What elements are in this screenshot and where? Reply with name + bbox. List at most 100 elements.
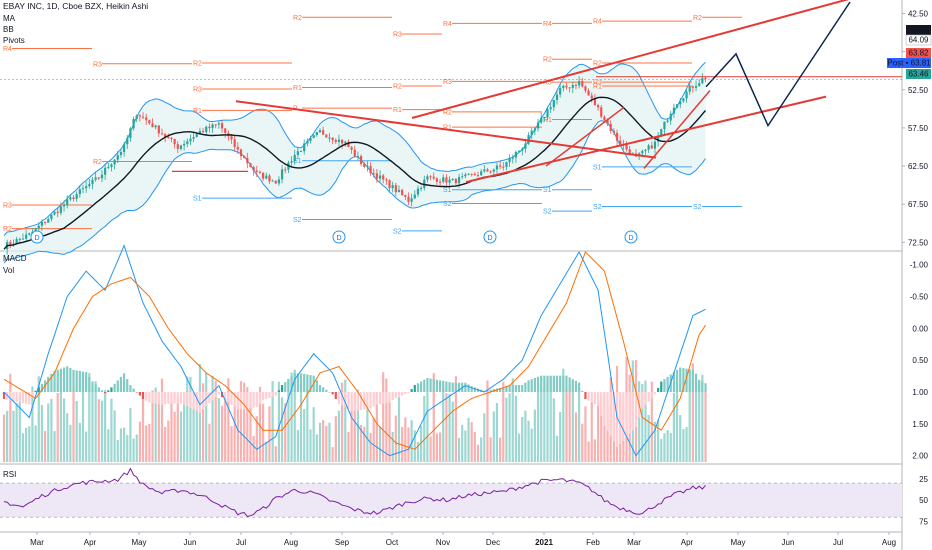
macd-tick-label: 1.00 <box>912 388 928 397</box>
ma-legend[interactable]: MA <box>3 14 15 23</box>
macd-histogram-bar <box>552 375 555 392</box>
macd-histogram-bar <box>151 392 154 404</box>
macd-histogram-bar <box>622 392 625 441</box>
candle-body <box>50 214 53 220</box>
rsi-legend[interactable]: RSI <box>3 470 17 479</box>
volume-bar <box>552 398 555 462</box>
volume-bar <box>230 426 233 462</box>
volume-bar <box>353 393 356 462</box>
macd-legend[interactable]: MACD <box>3 254 27 263</box>
volume-bar <box>382 372 385 462</box>
rsi-tick-label: 75 <box>919 517 928 526</box>
volume-bar <box>236 404 239 462</box>
candle-body <box>404 194 407 197</box>
volume-bar <box>12 410 15 462</box>
macd-histogram-bar <box>666 376 669 392</box>
macd-histogram-bar <box>296 373 299 392</box>
candle-body <box>426 176 429 180</box>
macd-histogram-bar <box>116 380 119 392</box>
candle-body <box>21 238 25 240</box>
macd-histogram-bar <box>442 380 445 392</box>
candle-body <box>514 151 518 158</box>
candle-body <box>72 197 75 199</box>
candle-body <box>350 147 353 150</box>
candle-body <box>154 125 157 128</box>
volume-bar <box>527 420 530 462</box>
macd-histogram-bar <box>584 392 587 399</box>
macd-histogram-bar <box>701 381 704 392</box>
volume-bar <box>600 395 603 462</box>
macd-histogram-bar <box>243 392 246 410</box>
pivot-label: R1 <box>393 107 402 114</box>
volume-bar <box>679 414 682 462</box>
macd-histogram-bar <box>378 392 382 405</box>
axes: 72.5067.5062.5057.5052.5047.5042.502.001… <box>30 9 928 547</box>
candle-body <box>189 138 192 142</box>
price-tick-label: 42.50 <box>908 9 929 18</box>
candle-body <box>160 133 164 135</box>
volume-bar <box>337 410 341 462</box>
macd-histogram-bar <box>644 392 647 405</box>
candle-body <box>596 105 600 108</box>
candle-body <box>533 128 536 131</box>
volume-bar <box>486 380 489 462</box>
volume-bar <box>113 410 116 462</box>
volume-bar <box>325 425 328 462</box>
candle-body <box>445 177 448 183</box>
macd-histogram-bar <box>18 392 21 403</box>
macd-histogram-bar <box>141 392 145 399</box>
candle-body <box>619 140 622 145</box>
candle-body <box>578 81 581 86</box>
candle-body <box>88 184 91 187</box>
channel-bottom <box>465 95 827 184</box>
volume-bar <box>148 423 151 462</box>
pivot-label: S1 <box>593 164 602 171</box>
candle-body <box>233 139 236 147</box>
candle-body <box>429 176 432 178</box>
volume-bar <box>274 446 277 462</box>
macd-histogram-bar <box>514 385 518 392</box>
volume-bar <box>6 410 9 462</box>
macd-histogram-bar <box>578 382 581 392</box>
dividend-marker-icon <box>624 230 638 244</box>
macd-histogram-bar <box>401 392 404 396</box>
volume-bar <box>685 427 688 462</box>
macd-histogram-bar <box>467 384 470 392</box>
macd-histogram-bar <box>258 392 262 404</box>
time-tick-label: May <box>131 538 146 547</box>
macd-histogram-bar <box>148 392 151 403</box>
candle-body <box>116 155 119 160</box>
candle-body <box>293 154 296 162</box>
time-tick-label: Dec <box>486 538 500 547</box>
volume-bar <box>287 378 290 462</box>
volume-bar <box>363 426 366 462</box>
candle-body <box>609 123 612 131</box>
candle-body <box>132 118 135 129</box>
volume-bar <box>641 384 644 462</box>
volume-bar <box>467 417 470 462</box>
vol-legend[interactable]: Vol <box>3 266 15 275</box>
candle-body <box>122 144 126 153</box>
volume-bar <box>603 393 606 462</box>
macd-histogram-bar <box>356 392 360 411</box>
pivot-label: R3 <box>443 79 452 86</box>
candle-body <box>375 173 378 179</box>
volume-bar <box>75 400 78 462</box>
macd-histogram-bar <box>325 389 328 392</box>
macd-histogram-bar <box>277 390 281 392</box>
bb-legend[interactable]: BB <box>3 25 14 34</box>
pivots-legend[interactable]: Pivots <box>3 36 25 45</box>
candle-body <box>353 149 356 157</box>
volume-bar <box>334 416 337 462</box>
macd-histogram-bar <box>464 382 467 392</box>
volume-bar <box>508 393 511 462</box>
volume-bar <box>186 376 189 462</box>
candle-body <box>328 137 331 139</box>
candle-body <box>435 178 439 182</box>
volume-bar <box>331 447 334 462</box>
pivot-label: R2 <box>293 15 302 22</box>
candle-body <box>675 104 679 108</box>
pivot-levels: R4R3R2R3R2R3R2R1S1R2R1PS1S2R3R2R1S2R4R3R… <box>3 15 742 235</box>
macd-histogram-bar <box>214 392 217 398</box>
